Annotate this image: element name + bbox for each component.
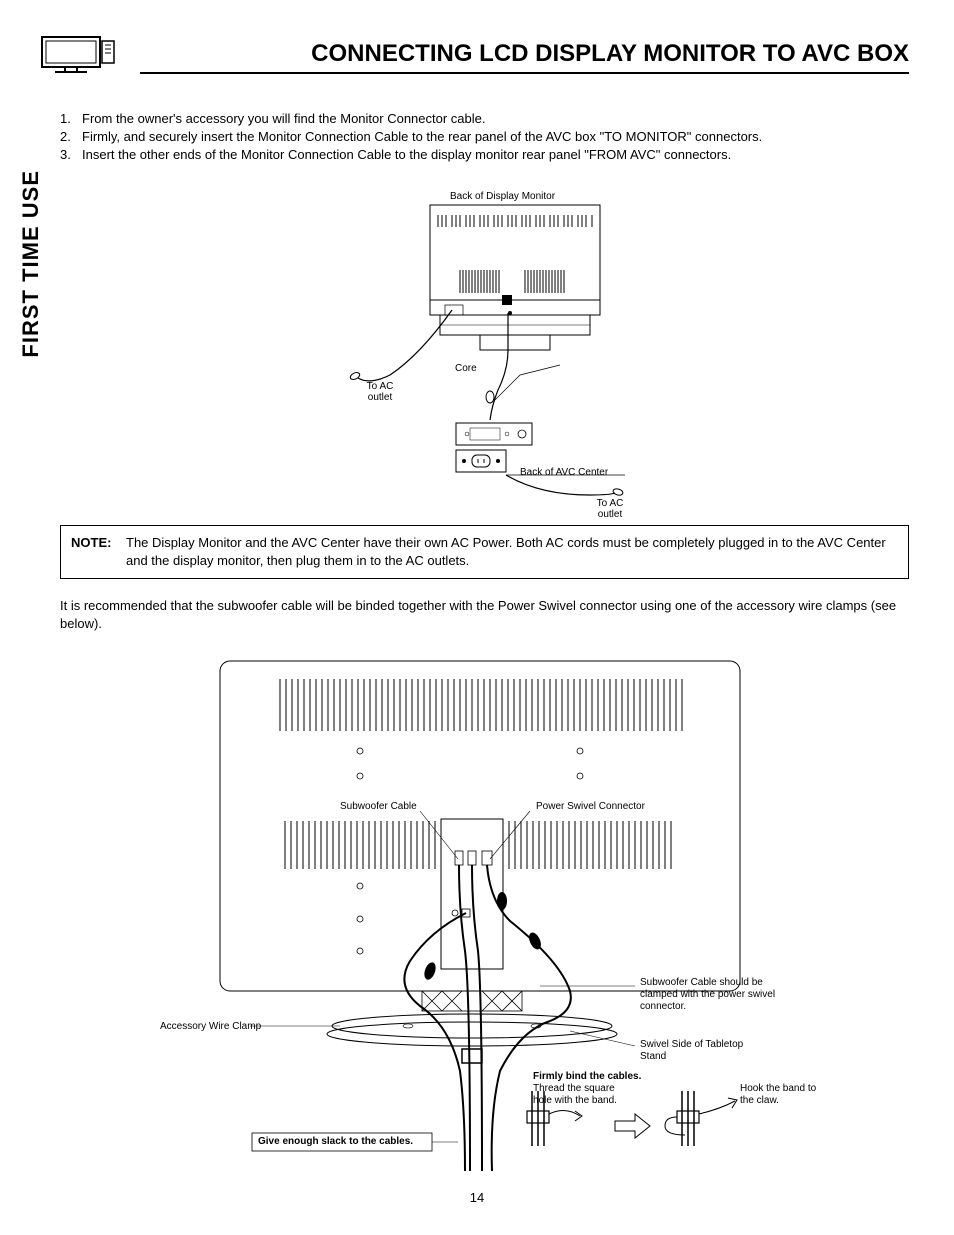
instruction-number: 2. xyxy=(60,128,82,146)
instruction-list: 1.From the owner's accessory you will fi… xyxy=(60,110,909,165)
label-hook-band: Hook the band to the claw. xyxy=(740,1083,820,1107)
page-title: CONNECTING LCD DISPLAY MONITOR TO AVC BO… xyxy=(140,40,909,74)
instruction-item: 3.Insert the other ends of the Monitor C… xyxy=(60,146,909,164)
instruction-item: 1.From the owner's accessory you will fi… xyxy=(60,110,909,128)
diagram-cable-binding: Subwoofer Cable Power Swivel Connector A… xyxy=(60,651,909,1171)
instruction-text: Firmly, and securely insert the Monitor … xyxy=(82,129,762,144)
section-tab: FIRST TIME USE xyxy=(18,170,44,358)
instruction-number: 3. xyxy=(60,146,82,164)
instruction-item: 2.Firmly, and securely insert the Monito… xyxy=(60,128,909,146)
label-avc-center: Back of AVC Center xyxy=(520,467,608,478)
instruction-text: From the owner's accessory you will find… xyxy=(82,111,486,126)
page-number: 14 xyxy=(0,1190,954,1205)
label-back-monitor: Back of Display Monitor xyxy=(450,191,555,202)
label-core: Core xyxy=(455,363,477,374)
label-firmly-bind: Firmly bind the cables. xyxy=(533,1071,641,1083)
label-to-ac-2: To AC outlet xyxy=(585,498,635,520)
recommendation-text: It is recommended that the subwoofer cab… xyxy=(60,597,909,633)
diagram-monitor-avc: Back of Display Monitor To AC outlet Cor… xyxy=(60,185,909,525)
label-power-swivel: Power Swivel Connector xyxy=(536,801,645,813)
tv-icon xyxy=(40,35,120,75)
instruction-number: 1. xyxy=(60,110,82,128)
label-thread-square: Thread the square hole with the band. xyxy=(533,1083,628,1107)
instruction-text: Insert the other ends of the Monitor Con… xyxy=(82,147,731,162)
label-subwoofer-note: Subwoofer Cable should be clamped with t… xyxy=(640,977,790,1013)
note-label: NOTE: xyxy=(71,534,126,552)
label-to-ac-1: To AC outlet xyxy=(355,381,405,403)
note-text: The Display Monitor and the AVC Center h… xyxy=(126,534,893,570)
content-area: 1.From the owner's accessory you will fi… xyxy=(60,110,909,1171)
label-subwoofer-cable: Subwoofer Cable xyxy=(340,801,417,813)
note-box: NOTE:The Display Monitor and the AVC Cen… xyxy=(60,525,909,579)
diagram1-svg xyxy=(60,185,910,525)
label-accessory-clamp: Accessory Wire Clamp xyxy=(160,1021,261,1033)
label-give-slack: Give enough slack to the cables. xyxy=(258,1136,413,1148)
label-swivel-side: Swivel Side of Tabletop Stand xyxy=(640,1039,770,1063)
